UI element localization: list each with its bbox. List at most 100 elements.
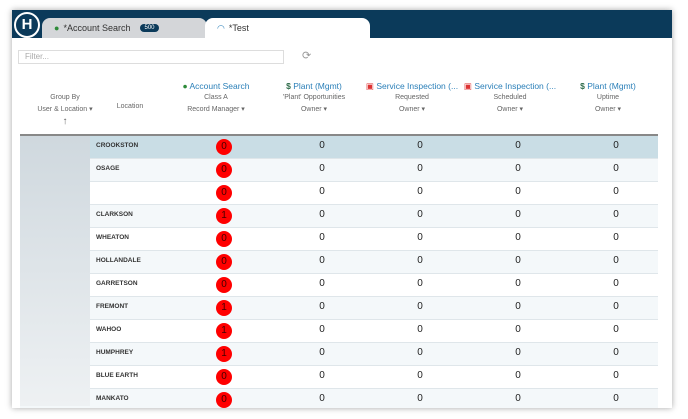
- count-badge[interactable]: 1: [216, 323, 232, 339]
- owner-dropdown[interactable]: Owner ▾: [496, 106, 524, 113]
- value-cell[interactable]: 0: [613, 140, 619, 151]
- sort-up-icon[interactable]: ↑: [62, 116, 68, 127]
- value-cell[interactable]: 0: [515, 255, 521, 266]
- column-sub: 'Plant' Opportunities: [282, 94, 346, 101]
- inspection-icon: ▣: [463, 81, 475, 91]
- value-cell[interactable]: 0: [515, 370, 521, 381]
- value-cell[interactable]: 0: [319, 370, 325, 381]
- owner-dropdown[interactable]: Owner ▾: [398, 106, 426, 113]
- value-cell[interactable]: 0: [319, 255, 325, 266]
- count-badge[interactable]: 1: [216, 346, 232, 362]
- table-row[interactable]: WAHOO 1 0 0 0 0: [20, 320, 658, 343]
- table-row[interactable]: GARRETSON 0 0 0 0 0: [20, 274, 658, 297]
- value-cell[interactable]: 0: [515, 209, 521, 220]
- count-badge: 500: [140, 24, 159, 32]
- top-bar: H ● *Account Search 500 ◠ *Test: [12, 10, 672, 38]
- value-cell[interactable]: 0: [417, 255, 423, 266]
- table-row[interactable]: CROOKSTON 0 0 0 0 0: [20, 136, 658, 159]
- value-cell[interactable]: 0: [417, 278, 423, 289]
- value-cell[interactable]: 0: [417, 347, 423, 358]
- value-cell[interactable]: 0: [613, 370, 619, 381]
- value-cell[interactable]: 0: [613, 255, 619, 266]
- value-cell[interactable]: 0: [613, 393, 619, 404]
- value-cell[interactable]: 0: [319, 209, 325, 220]
- group-cell-blurred: [20, 136, 90, 406]
- value-cell[interactable]: 0: [613, 301, 619, 312]
- value-cell[interactable]: 0: [319, 278, 325, 289]
- table-row[interactable]: HOLLANDALE 0 0 0 0 0: [20, 251, 658, 274]
- value-cell[interactable]: 0: [417, 232, 423, 243]
- value-cell[interactable]: 0: [319, 347, 325, 358]
- tab-account-search[interactable]: ● *Account Search 500: [42, 18, 207, 38]
- value-cell[interactable]: 0: [515, 186, 521, 197]
- drop-icon: ●: [182, 81, 190, 91]
- value-cell[interactable]: 0: [319, 163, 325, 174]
- value-cell[interactable]: 0: [319, 393, 325, 404]
- value-cell[interactable]: 0: [613, 163, 619, 174]
- location-cell: MANKATO: [96, 395, 129, 402]
- value-cell[interactable]: 0: [515, 232, 521, 243]
- owner-dropdown[interactable]: Record Manager ▾: [187, 106, 245, 113]
- owner-dropdown[interactable]: Owner ▾: [594, 106, 622, 113]
- column-title[interactable]: ▣ Service Inspection (...: [455, 80, 565, 92]
- refresh-icon[interactable]: ⟳: [302, 50, 312, 62]
- count-badge[interactable]: 1: [216, 300, 232, 316]
- value-cell[interactable]: 0: [613, 324, 619, 335]
- table-row[interactable]: FREMONT 1 0 0 0 0: [20, 297, 658, 320]
- table-row[interactable]: CLARKSON 1 0 0 0 0: [20, 205, 658, 228]
- value-cell[interactable]: 0: [417, 393, 423, 404]
- column-title[interactable]: $ Plant (Mgmt): [264, 80, 364, 92]
- column-title[interactable]: ● Account Search: [166, 80, 266, 92]
- value-cell[interactable]: 0: [515, 278, 521, 289]
- count-badge[interactable]: 0: [216, 369, 232, 385]
- value-cell[interactable]: 0: [319, 301, 325, 312]
- value-cell[interactable]: 0: [515, 163, 521, 174]
- value-cell[interactable]: 0: [613, 278, 619, 289]
- value-cell[interactable]: 0: [515, 301, 521, 312]
- value-cell[interactable]: 0: [417, 301, 423, 312]
- count-badge[interactable]: 0: [216, 254, 232, 270]
- value-cell[interactable]: 0: [319, 186, 325, 197]
- table-row[interactable]: MANKATO 0 0 0 0 0: [20, 389, 658, 408]
- value-cell[interactable]: 0: [319, 140, 325, 151]
- value-cell[interactable]: 0: [417, 370, 423, 381]
- table-row[interactable]: HUMPHREY 1 0 0 0 0: [20, 343, 658, 366]
- column-title[interactable]: $ Plant (Mgmt): [558, 80, 658, 92]
- tab-test[interactable]: ◠ *Test: [205, 18, 370, 38]
- filter-input[interactable]: Filter...: [18, 50, 284, 64]
- owner-dropdown[interactable]: Owner ▾: [300, 106, 328, 113]
- count-badge[interactable]: 0: [216, 231, 232, 247]
- column-title[interactable]: ▣ Service Inspection (...: [357, 80, 467, 92]
- group-by-header[interactable]: Group By User & Location ▾ ↑: [30, 92, 100, 128]
- count-badge[interactable]: 0: [216, 185, 232, 201]
- value-cell[interactable]: 0: [319, 324, 325, 335]
- value-cell[interactable]: 0: [417, 163, 423, 174]
- table-row[interactable]: WHEATON 0 0 0 0 0: [20, 228, 658, 251]
- value-cell[interactable]: 0: [613, 186, 619, 197]
- count-badge[interactable]: 1: [216, 208, 232, 224]
- count-badge[interactable]: 0: [216, 277, 232, 293]
- value-cell[interactable]: 0: [515, 140, 521, 151]
- drop-icon: ●: [54, 23, 60, 33]
- count-badge[interactable]: 0: [216, 162, 232, 178]
- location-cell: WHEATON: [96, 234, 129, 241]
- value-cell[interactable]: 0: [613, 232, 619, 243]
- value-cell[interactable]: 0: [515, 393, 521, 404]
- column-header-service-scheduled: ▣ Service Inspection (... Scheduled Owner …: [455, 80, 565, 116]
- table-row[interactable]: OSAGE 0 0 0 0 0: [20, 159, 658, 182]
- value-cell[interactable]: 0: [319, 232, 325, 243]
- count-badge[interactable]: 0: [216, 139, 232, 155]
- value-cell[interactable]: 0: [417, 140, 423, 151]
- table-row[interactable]: 0 0 0 0 0: [20, 182, 658, 205]
- value-cell[interactable]: 0: [417, 209, 423, 220]
- value-cell[interactable]: 0: [613, 347, 619, 358]
- value-cell[interactable]: 0: [515, 347, 521, 358]
- count-badge[interactable]: 0: [216, 392, 232, 408]
- table-row[interactable]: BLUE EARTH 0 0 0 0 0: [20, 366, 658, 389]
- group-by-dropdown[interactable]: User & Location ▾: [37, 106, 93, 113]
- value-cell[interactable]: 0: [515, 324, 521, 335]
- value-cell[interactable]: 0: [417, 324, 423, 335]
- value-cell[interactable]: 0: [613, 209, 619, 220]
- logo-icon[interactable]: H: [14, 12, 40, 38]
- value-cell[interactable]: 0: [417, 186, 423, 197]
